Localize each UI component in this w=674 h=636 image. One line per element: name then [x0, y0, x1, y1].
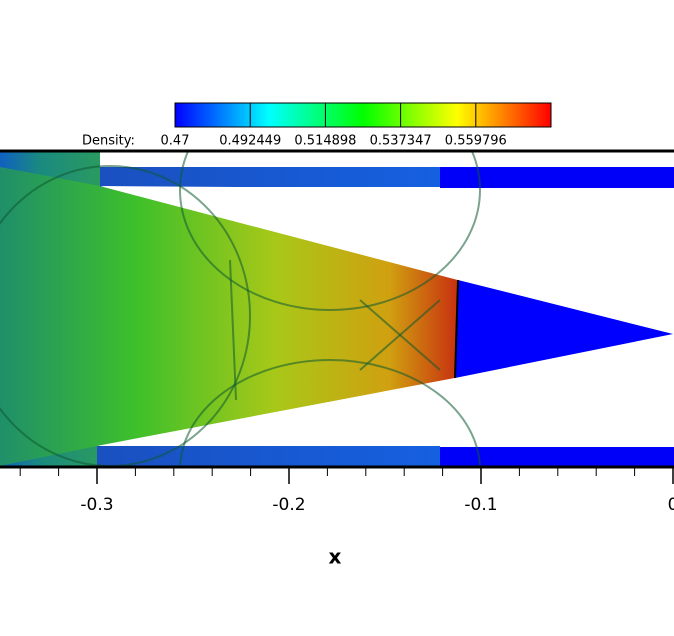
- colorbar-tick-label: 0.559796: [445, 134, 507, 149]
- body-edge: [454, 279, 459, 379]
- colorbar-label: Density:: [82, 134, 135, 149]
- lower-void: [97, 334, 674, 446]
- flow-region: [0, 167, 458, 466]
- upper-strip: [100, 167, 440, 187]
- shock-lines: [0, 152, 481, 466]
- colorbar: [174, 102, 552, 128]
- upper-void: [100, 186, 674, 334]
- density-field: [0, 152, 674, 466]
- x-tick-label: 0: [668, 495, 674, 515]
- colorbar-tick-label: 0.47: [161, 134, 190, 149]
- colorbar-tick-label: 0.514898: [294, 134, 356, 149]
- colorbar-tick-label: 0.537347: [370, 134, 432, 149]
- x-axis-label: x: [329, 545, 342, 569]
- upper-strip-right: [440, 167, 674, 188]
- lower-strip: [97, 446, 440, 466]
- x-tick-label: -0.3: [80, 495, 113, 515]
- x-tick-label: -0.1: [464, 495, 497, 515]
- colorbar-tick-label: 0.492449: [219, 134, 281, 149]
- lower-strip-right: [440, 447, 674, 466]
- blue-wedge: [455, 280, 673, 378]
- x-tick-label: -0.2: [272, 495, 305, 515]
